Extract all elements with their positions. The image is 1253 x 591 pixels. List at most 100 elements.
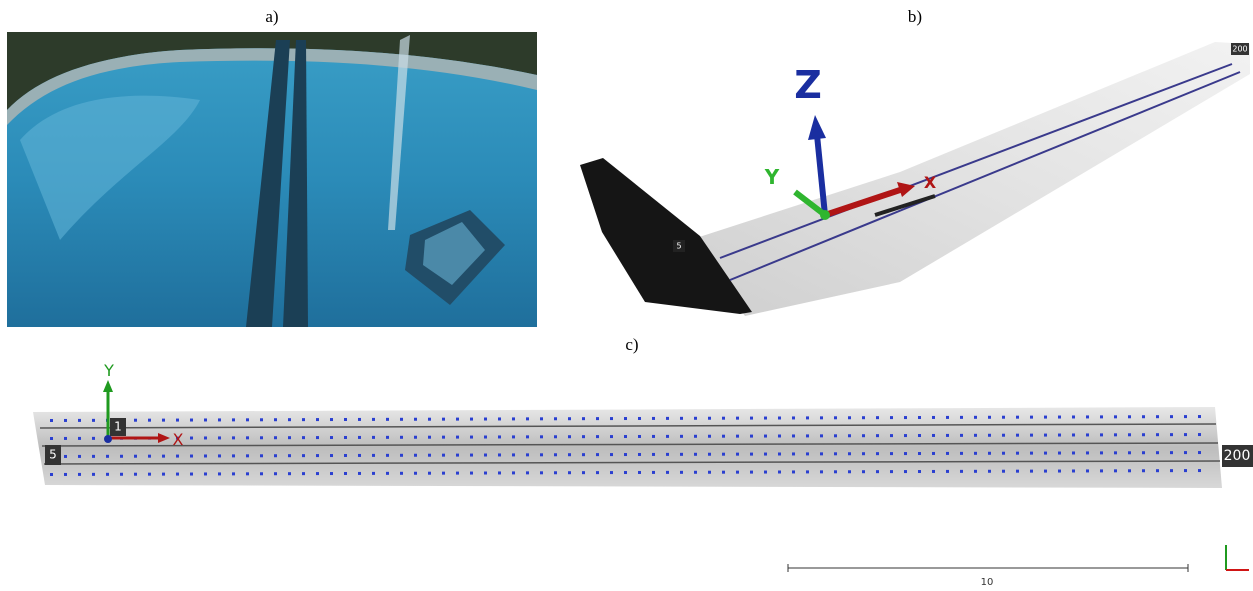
target-dot [218,418,221,421]
target-dot [1002,470,1005,473]
target-dot [736,417,739,420]
target-dot [414,418,417,421]
target-dot [1072,415,1075,418]
target-dot [456,472,459,475]
marker-label: 1 [114,420,122,434]
target-dot [680,471,683,474]
target-dot [274,454,277,457]
target-dot [428,436,431,439]
target-dot [330,418,333,421]
axis-label: Z [794,63,822,107]
target-dot [78,473,81,476]
target-dot [708,471,711,474]
target-dot [960,470,963,473]
target-dot [1142,415,1145,418]
target-dot [708,417,711,420]
target-dot [344,454,347,457]
target-dot [722,435,725,438]
target-dot [64,455,67,458]
target-dot [988,470,991,473]
target-dot [764,471,767,474]
target-dot [988,434,991,437]
target-dot [750,471,753,474]
target-dot [778,452,781,455]
panel-label: a) [265,7,278,26]
target-dot [946,470,949,473]
target-dot [484,454,487,457]
target-dot [1044,470,1047,473]
target-dot [358,418,361,421]
target-dot [372,418,375,421]
target-dot [414,454,417,457]
target-dot [680,417,683,420]
target-dot [50,473,53,476]
panel-label: c) [625,335,638,354]
target-dot [1128,451,1131,454]
target-dot [946,416,949,419]
target-dot [666,435,669,438]
target-dot [1086,415,1089,418]
target-dot [1142,451,1145,454]
target-dot [694,453,697,456]
target-dot [904,470,907,473]
target-dot [1044,416,1047,419]
target-dot [1030,470,1033,473]
target-dot [64,437,67,440]
target-dot [274,418,277,421]
target-dot [470,418,473,421]
target-dot [1044,434,1047,437]
target-dot [666,453,669,456]
target-dot [596,453,599,456]
marker-label: 200 [1232,45,1247,54]
axis-label: X [173,430,184,449]
target-dot [1142,433,1145,436]
target-dot [918,470,921,473]
figure: a) b) Z Y X 5 200 c) [0,0,1253,591]
target-dot [848,452,851,455]
target-dot [1184,415,1187,418]
target-dot [792,434,795,437]
target-dot [1100,451,1103,454]
target-dot [624,435,627,438]
target-dot [596,471,599,474]
target-dot [120,455,123,458]
target-dot [638,453,641,456]
target-dot [960,416,963,419]
target-dot [92,455,95,458]
target-dot [218,454,221,457]
target-dot [386,472,389,475]
target-dot [666,417,669,420]
target-dot [876,416,879,419]
target-dot [148,419,151,422]
target-dot [778,416,781,419]
target-dot [50,419,53,422]
target-dot [470,436,473,439]
target-dot [1030,452,1033,455]
target-dot [372,454,375,457]
target-dot [904,416,907,419]
target-dot [820,416,823,419]
target-dot [260,436,263,439]
target-dot [1058,434,1061,437]
target-dot [974,452,977,455]
target-dot [946,434,949,437]
target-dot [974,416,977,419]
target-dot [92,419,95,422]
target-dot [1002,416,1005,419]
target-dot [498,453,501,456]
target-dot [820,452,823,455]
target-dot [386,436,389,439]
target-dot [610,417,613,420]
target-dot [1058,470,1061,473]
target-dot [316,472,319,475]
target-dot [316,454,319,457]
target-dot [932,452,935,455]
target-dot [652,471,655,474]
axis-label: Y [103,361,114,380]
target-dot [918,452,921,455]
target-dot [1114,415,1117,418]
target-dot [484,472,487,475]
target-dot [442,454,445,457]
target-dot [680,453,683,456]
target-dot [1128,469,1131,472]
